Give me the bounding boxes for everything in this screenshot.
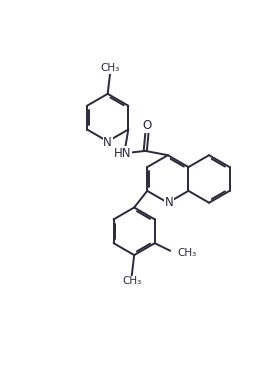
Text: HN: HN — [114, 147, 132, 160]
Text: O: O — [143, 120, 152, 132]
Text: CH₃: CH₃ — [178, 248, 197, 258]
Text: CH₃: CH₃ — [100, 63, 120, 74]
Text: N: N — [103, 136, 112, 149]
Text: N: N — [165, 196, 174, 209]
Text: CH₃: CH₃ — [122, 276, 142, 286]
